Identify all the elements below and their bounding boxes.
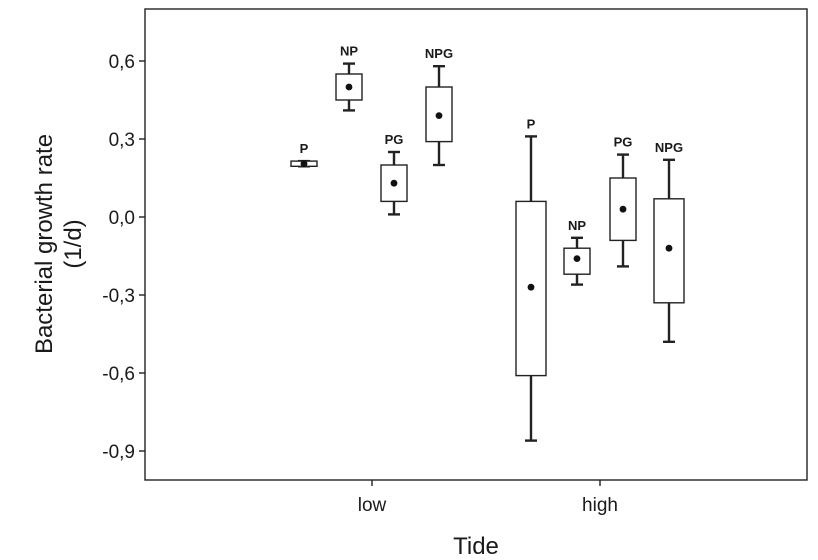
mean-point-high-npg — [665, 244, 673, 252]
group-label-low-pg: PG — [385, 132, 404, 147]
mean-point-low-pg — [390, 179, 398, 187]
x-tick-label-low: low — [358, 495, 387, 516]
y-axis: 0,6 0,3 0,0 -0,3 -0,6 -0,9 — [102, 52, 145, 463]
mean-point-high-pg — [619, 205, 627, 213]
box-high-p: P — [515, 116, 547, 442]
box-low-npg: NPG — [425, 46, 453, 167]
group-label-high-pg: PG — [614, 135, 633, 150]
box-high-np: NP — [563, 218, 591, 286]
group-label-low-npg: NPG — [425, 46, 453, 61]
box-low-np: NP — [335, 44, 363, 112]
x-tick-label-high: high — [582, 495, 618, 516]
x-axis-title: Tide — [453, 533, 499, 560]
plot-frame — [144, 8, 808, 481]
group-label-high-npg: NPG — [655, 140, 683, 155]
y-tick-label-0: 0,6 — [109, 52, 135, 73]
box-high-npg: NPG — [653, 140, 685, 343]
mean-point-low-npg — [435, 112, 443, 119]
box-series: P NP PG NPG P NP PG NPG — [290, 44, 685, 442]
box-rect-low-npg — [425, 86, 453, 143]
box-rect-low-np — [335, 73, 363, 101]
box-low-p: P — [290, 141, 318, 168]
mean-point-high-p — [527, 283, 535, 291]
y-tick-label-1: 0,3 — [109, 130, 135, 151]
group-label-high-p: P — [527, 116, 536, 131]
mean-point-low-np — [345, 83, 353, 91]
y-tick-label-4: -0,6 — [102, 364, 135, 385]
y-tick-label-2: 0,0 — [109, 208, 135, 229]
x-axis: low high — [358, 480, 618, 516]
group-label-low-p: P — [300, 141, 309, 156]
mean-point-low-p — [300, 160, 308, 168]
mean-point-high-np — [573, 255, 581, 262]
group-label-high-np: NP — [568, 218, 586, 233]
y-tick-label-5: -0,9 — [102, 442, 135, 463]
y-tick-label-3: -0,3 — [102, 286, 135, 307]
y-axis-title-line-2: (1/d) — [60, 219, 87, 268]
group-label-low-np: NP — [340, 44, 358, 59]
box-high-pg: PG — [609, 135, 637, 268]
y-axis-title-line-1: Bacterial growth rate — [31, 134, 58, 354]
box-low-pg: PG — [380, 132, 408, 216]
y-axis-title: Bacterial growth rate (1/d) — [31, 134, 87, 354]
